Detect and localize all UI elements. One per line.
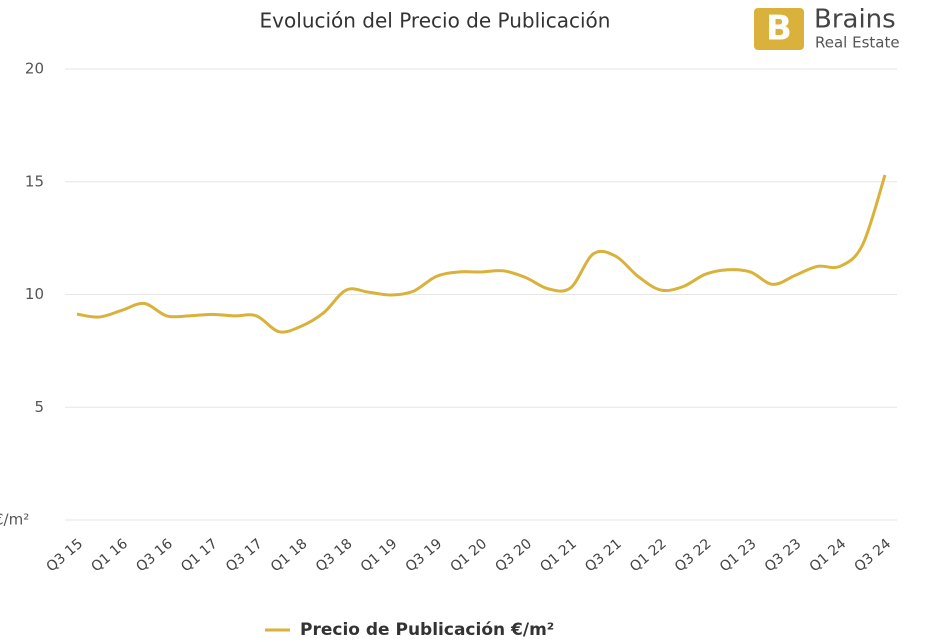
x-tick-label: Q1 22 — [627, 536, 670, 575]
x-tick-label: Q1 16 — [88, 536, 131, 575]
chart-title: Evolución del Precio de Publicación — [260, 9, 611, 33]
x-tick-label: Q3 24 — [852, 536, 895, 575]
x-tick-label: Q1 21 — [537, 536, 580, 575]
x-tick-label: Q3 21 — [582, 536, 625, 575]
line — [76, 174, 887, 334]
y-tick-label: 10 — [25, 285, 44, 303]
y-tick-label: €/m² — [0, 511, 29, 529]
legend-label: Precio de Publicación €/m² — [300, 620, 554, 640]
x-tick-label: Q1 19 — [358, 536, 401, 575]
y-tick-label: 20 — [25, 60, 44, 78]
x-tick-label: Q3 15 — [44, 536, 87, 575]
x-tick-label: Q3 18 — [313, 536, 356, 575]
logo-letter: B — [766, 9, 792, 49]
x-tick-label: Q3 23 — [762, 536, 805, 575]
x-tick-label: Q1 17 — [178, 536, 221, 575]
y-tick-label: 15 — [25, 172, 44, 190]
x-tick-label: Q1 18 — [268, 536, 311, 575]
x-tick-label: Q3 17 — [223, 536, 266, 575]
x-tick-label: Q3 20 — [492, 536, 535, 575]
x-tick-label: Q1 20 — [448, 536, 491, 575]
logo-name: Brains — [814, 5, 896, 35]
y-tick-label: 5 — [34, 398, 44, 416]
logo: B Brains Real Estate — [754, 5, 900, 52]
x-tick-label: Q1 23 — [717, 536, 760, 575]
x-tick-label: Q3 22 — [672, 536, 715, 575]
logo-icon — [754, 8, 804, 50]
x-tick-label: Q3 16 — [133, 536, 176, 575]
logo-subtitle: Real Estate — [815, 34, 900, 52]
x-tick-label: Q1 24 — [807, 536, 850, 575]
x-tick-label: Q3 19 — [403, 536, 446, 575]
